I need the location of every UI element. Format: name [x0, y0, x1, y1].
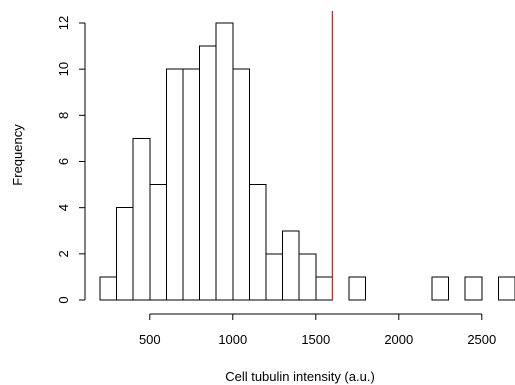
y-axis-label: Frequency	[10, 124, 25, 186]
histogram-bar-5	[182, 68, 201, 301]
histogram-bar-20	[431, 276, 450, 301]
x-tick-label-1000: 1000	[218, 332, 247, 347]
histogram-bar-1	[116, 207, 134, 301]
histogram-bar-15	[348, 276, 367, 301]
y-tick-label-12: 12	[56, 16, 71, 30]
x-tick-label-2500: 2500	[467, 332, 496, 347]
x-tick-label-2000: 2000	[384, 332, 413, 347]
histogram-bar-22	[464, 276, 483, 301]
histogram-bar-4	[165, 68, 184, 301]
x-tick-label-1500: 1500	[301, 332, 330, 347]
y-axis: 0 2 4 6 8 10 12	[56, 16, 86, 304]
histogram-bar-3	[149, 184, 167, 301]
y-tick-label-4: 4	[56, 204, 71, 211]
histogram-bar-7	[215, 22, 234, 301]
y-tick-label-8: 8	[56, 112, 71, 119]
histogram-bar-13	[315, 276, 333, 301]
histogram-bar-11	[282, 230, 300, 301]
histogram-bar-12	[298, 253, 317, 301]
x-axis: 500 1000 1500 2000 2500	[139, 313, 496, 347]
histogram-bar-2	[132, 137, 151, 301]
histogram-bar-9	[248, 184, 267, 301]
y-tick-label-0: 0	[56, 296, 71, 303]
x-tick-label-500: 500	[139, 332, 161, 347]
histogram-bar-8	[232, 68, 250, 301]
histogram-bar-6	[199, 45, 217, 301]
y-tick-label-6: 6	[56, 158, 71, 165]
y-tick-label-10: 10	[56, 62, 71, 76]
histogram-bar-0	[99, 276, 118, 301]
histogram-bar-24	[497, 276, 515, 301]
histogram-bar-10	[265, 253, 284, 301]
bars-group	[99, 22, 515, 301]
x-axis-label: Cell tubulin intensity (a.u.)	[225, 369, 375, 384]
y-tick-label-2: 2	[56, 250, 71, 257]
